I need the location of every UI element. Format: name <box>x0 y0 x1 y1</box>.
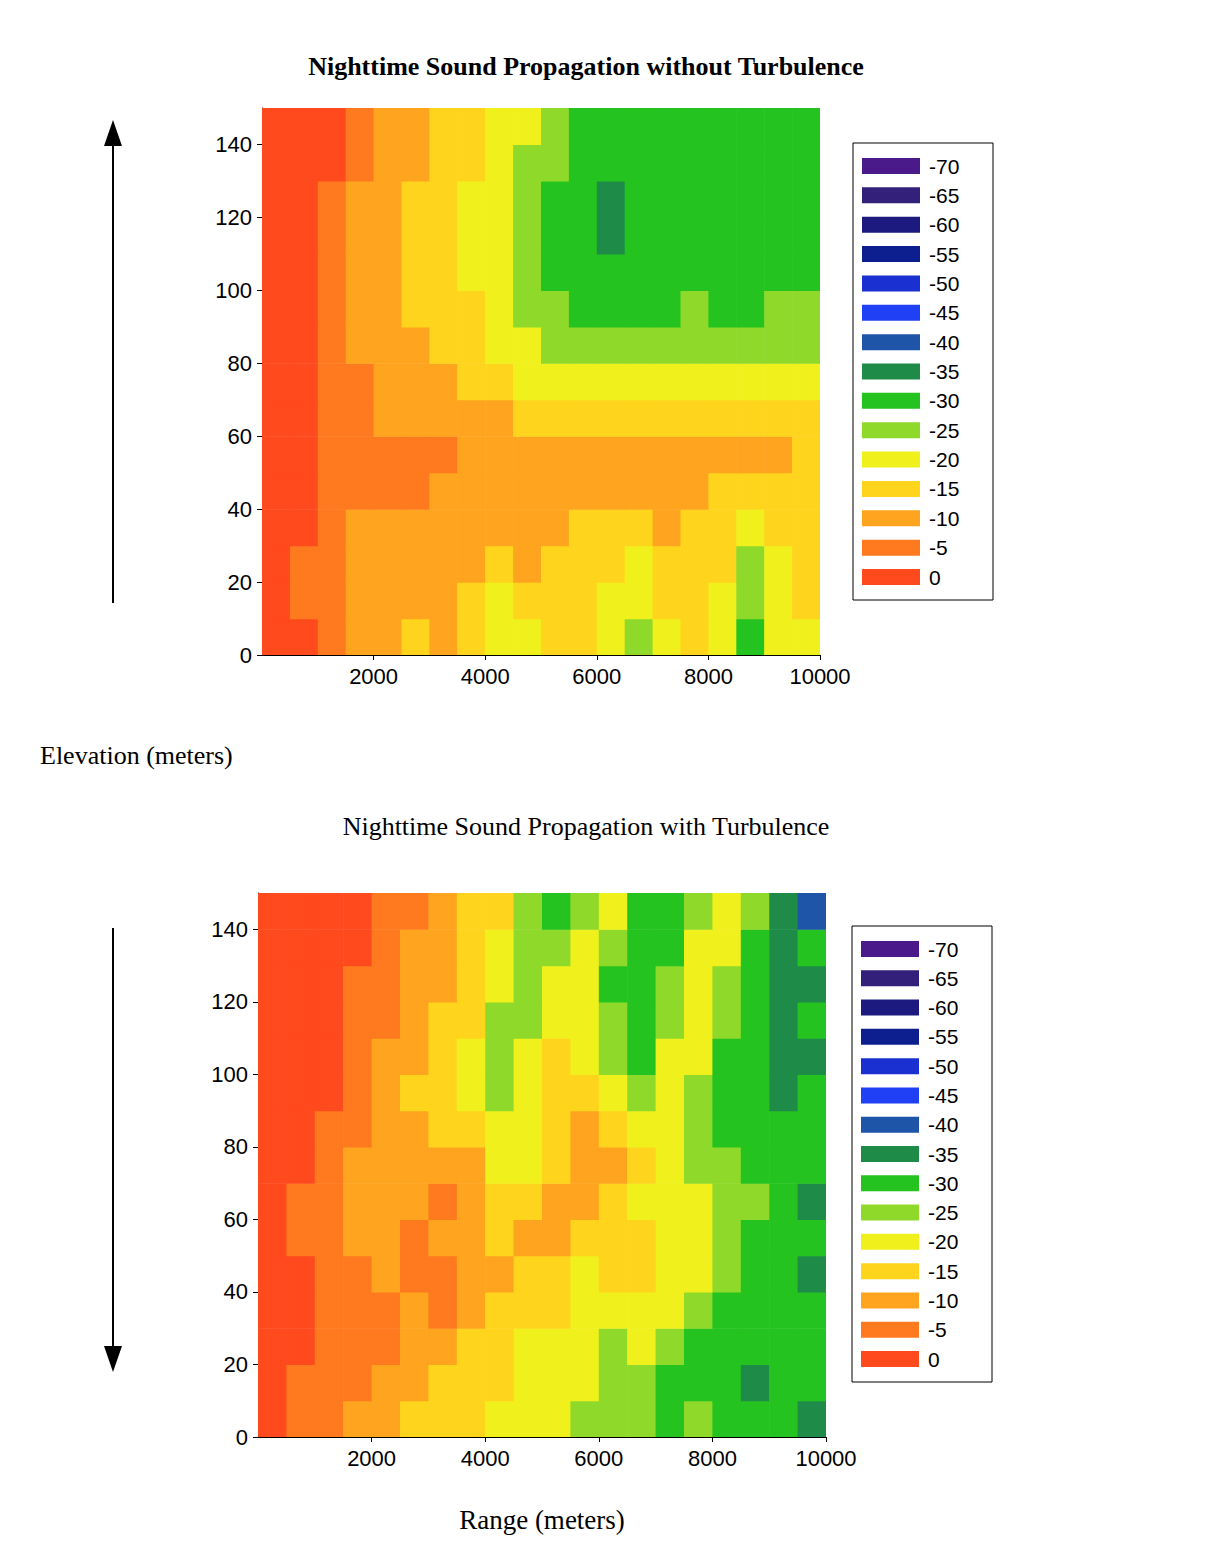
svg-text:60: 60 <box>224 1207 248 1232</box>
svg-text:-60: -60 <box>928 996 958 1019</box>
svg-text:-10: -10 <box>929 507 959 530</box>
svg-text:-25: -25 <box>929 419 959 442</box>
svg-text:Elevation (meters): Elevation (meters) <box>40 741 233 770</box>
svg-text:Range (meters): Range (meters) <box>459 1505 625 1535</box>
svg-text:40: 40 <box>228 497 252 522</box>
svg-text:-20: -20 <box>928 1230 958 1253</box>
svg-text:-60: -60 <box>929 213 959 236</box>
svg-text:140: 140 <box>215 132 252 157</box>
svg-text:8000: 8000 <box>684 664 733 689</box>
svg-text:-15: -15 <box>928 1260 958 1283</box>
svg-text:-65: -65 <box>928 967 958 990</box>
svg-text:-65: -65 <box>929 184 959 207</box>
svg-text:-30: -30 <box>928 1172 958 1195</box>
svg-text:120: 120 <box>211 989 248 1014</box>
svg-text:-40: -40 <box>929 331 959 354</box>
svg-text:0: 0 <box>929 566 941 589</box>
svg-text:Nighttime Sound Propagation wi: Nighttime Sound Propagation with Turbule… <box>343 812 830 841</box>
svg-text:20: 20 <box>228 570 252 595</box>
svg-text:-40: -40 <box>928 1113 958 1136</box>
svg-text:0: 0 <box>236 1425 248 1450</box>
svg-text:4000: 4000 <box>461 1446 510 1471</box>
svg-text:-35: -35 <box>928 1143 958 1166</box>
svg-text:2000: 2000 <box>349 664 398 689</box>
svg-text:-45: -45 <box>929 301 959 324</box>
svg-text:100: 100 <box>215 278 252 303</box>
svg-text:10000: 10000 <box>795 1446 856 1471</box>
svg-text:-5: -5 <box>929 536 948 559</box>
svg-text:-70: -70 <box>929 155 959 178</box>
svg-text:-10: -10 <box>928 1289 958 1312</box>
svg-text:80: 80 <box>224 1134 248 1159</box>
svg-text:0: 0 <box>240 643 252 668</box>
svg-text:-45: -45 <box>928 1084 958 1107</box>
svg-text:20: 20 <box>224 1352 248 1377</box>
svg-text:-55: -55 <box>928 1025 958 1048</box>
svg-text:-25: -25 <box>928 1201 958 1224</box>
svg-text:-30: -30 <box>929 389 959 412</box>
svg-text:100: 100 <box>211 1062 248 1087</box>
svg-text:-70: -70 <box>928 938 958 961</box>
svg-text:10000: 10000 <box>789 664 850 689</box>
svg-text:-55: -55 <box>929 243 959 266</box>
svg-text:-5: -5 <box>928 1318 947 1341</box>
svg-text:-20: -20 <box>929 448 959 471</box>
svg-text:2000: 2000 <box>347 1446 396 1471</box>
svg-text:40: 40 <box>224 1279 248 1304</box>
svg-text:80: 80 <box>228 351 252 376</box>
svg-text:8000: 8000 <box>688 1446 737 1471</box>
svg-text:6000: 6000 <box>572 664 621 689</box>
svg-text:-15: -15 <box>929 477 959 500</box>
svg-text:-50: -50 <box>929 272 959 295</box>
svg-text:60: 60 <box>228 424 252 449</box>
svg-text:140: 140 <box>211 917 248 942</box>
svg-text:-50: -50 <box>928 1055 958 1078</box>
svg-text:-35: -35 <box>929 360 959 383</box>
svg-text:6000: 6000 <box>574 1446 623 1471</box>
svg-text:0: 0 <box>928 1348 940 1371</box>
svg-text:120: 120 <box>215 205 252 230</box>
svg-text:Nighttime Sound Propagation wi: Nighttime Sound Propagation without Turb… <box>308 52 864 81</box>
svg-text:4000: 4000 <box>461 664 510 689</box>
